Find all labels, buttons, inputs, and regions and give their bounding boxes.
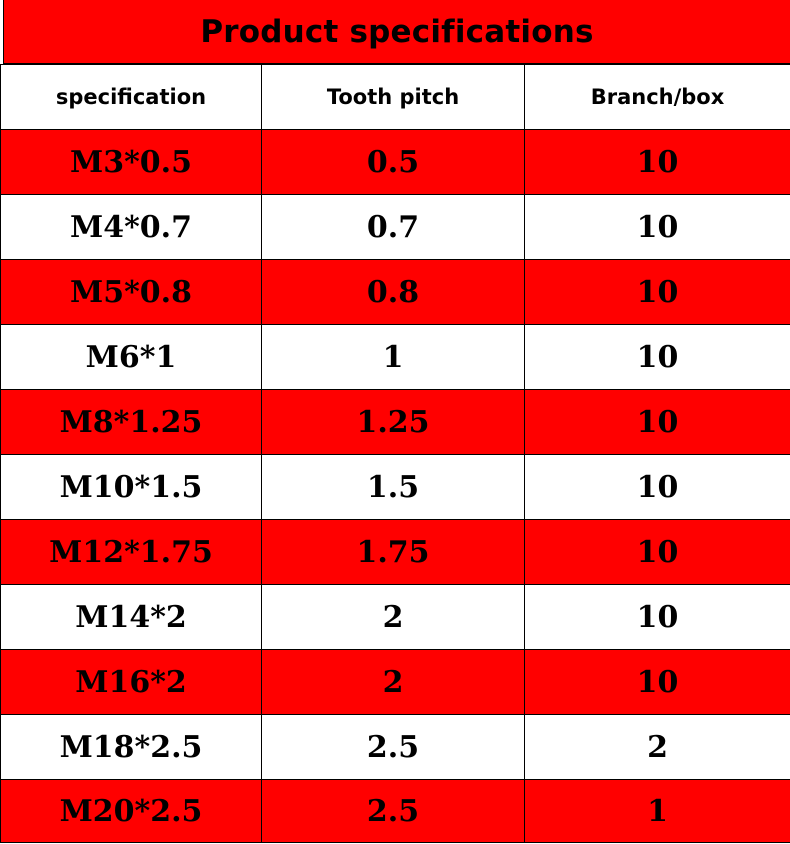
- cell-specification: M5*0.8: [0, 259, 262, 325]
- cell-branch-box: 10: [524, 389, 790, 455]
- table-row: M20*2.5 2.5 1: [0, 779, 790, 843]
- cell-tooth-pitch: 1.75: [261, 519, 525, 585]
- cell-tooth-pitch: 2: [261, 649, 525, 715]
- cell-tooth-pitch: 2: [261, 584, 525, 650]
- header-branch-box: Branch/box: [524, 64, 790, 130]
- page-title: Product specifications: [200, 13, 594, 50]
- header-tooth-pitch: Tooth pitch: [261, 64, 525, 130]
- cell-branch-box: 10: [524, 584, 790, 650]
- cell-tooth-pitch: 0.7: [261, 194, 525, 260]
- title-bar: Product specifications: [3, 0, 790, 64]
- cell-tooth-pitch: 0.5: [261, 129, 525, 195]
- table-header-row: specification Tooth pitch Branch/box: [0, 64, 790, 130]
- cell-specification: M16*2: [0, 649, 262, 715]
- table-row: M8*1.25 1.25 10: [0, 389, 790, 455]
- cell-tooth-pitch: 2.5: [261, 779, 525, 843]
- cell-branch-box: 10: [524, 194, 790, 260]
- cell-tooth-pitch: 2.5: [261, 714, 525, 780]
- cell-tooth-pitch: 0.8: [261, 259, 525, 325]
- table-row: M6*1 1 10: [0, 324, 790, 390]
- cell-tooth-pitch: 1: [261, 324, 525, 390]
- cell-specification: M8*1.25: [0, 389, 262, 455]
- cell-specification: M18*2.5: [0, 714, 262, 780]
- cell-branch-box: 10: [524, 519, 790, 585]
- cell-specification: M4*0.7: [0, 194, 262, 260]
- cell-specification: M12*1.75: [0, 519, 262, 585]
- table-row: M4*0.7 0.7 10: [0, 194, 790, 260]
- table-row: M18*2.5 2.5 2: [0, 714, 790, 780]
- cell-branch-box: 10: [524, 324, 790, 390]
- cell-branch-box: 10: [524, 129, 790, 195]
- table-row: M14*2 2 10: [0, 584, 790, 650]
- cell-branch-box: 10: [524, 649, 790, 715]
- table-row: M16*2 2 10: [0, 649, 790, 715]
- table-row: M12*1.75 1.75 10: [0, 519, 790, 585]
- cell-specification: M20*2.5: [0, 779, 262, 843]
- cell-branch-box: 10: [524, 259, 790, 325]
- cell-tooth-pitch: 1.25: [261, 389, 525, 455]
- cell-branch-box: 2: [524, 714, 790, 780]
- table-row: M3*0.5 0.5 10: [0, 129, 790, 195]
- table-row: M10*1.5 1.5 10: [0, 454, 790, 520]
- cell-specification: M10*1.5: [0, 454, 262, 520]
- cell-branch-box: 10: [524, 454, 790, 520]
- cell-specification: M3*0.5: [0, 129, 262, 195]
- table-row: M5*0.8 0.8 10: [0, 259, 790, 325]
- cell-tooth-pitch: 1.5: [261, 454, 525, 520]
- cell-specification: M6*1: [0, 324, 262, 390]
- header-specification: specification: [0, 64, 262, 130]
- spec-table: specification Tooth pitch Branch/box M3*…: [0, 64, 790, 843]
- cell-branch-box: 1: [524, 779, 790, 843]
- cell-specification: M14*2: [0, 584, 262, 650]
